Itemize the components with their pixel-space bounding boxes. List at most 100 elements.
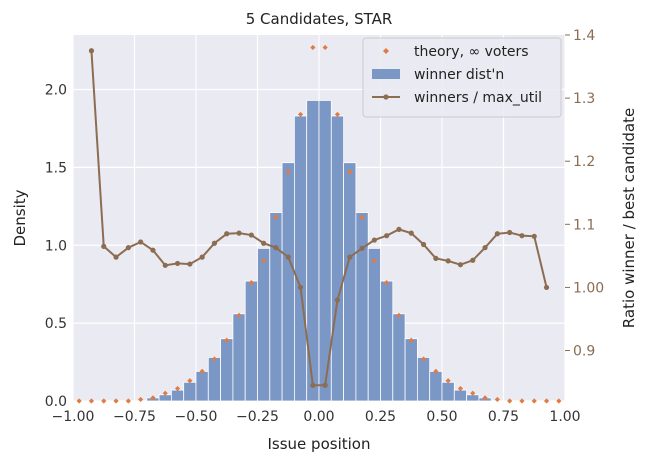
y2-axis-title: Ratio winner / best candidate [620, 108, 638, 328]
theory-point [445, 378, 451, 384]
theory-point [248, 280, 254, 286]
theory-point [150, 395, 156, 401]
theory-point [187, 378, 193, 384]
theory-point [162, 390, 168, 396]
theory-point [543, 398, 550, 404]
ratio-point [396, 226, 402, 232]
theory-point [519, 398, 525, 404]
theory-point [457, 385, 464, 392]
ratio-point [224, 231, 230, 237]
theory-point [88, 398, 95, 404]
histogram-bar [367, 247, 381, 402]
legend-label-ratio: winners / max_util [414, 90, 542, 106]
y2-tick-labels: 0.9 1.00 1.1 1.2 1.3 1.4 [565, 28, 604, 360]
histogram-bar [269, 212, 283, 402]
histogram-bar [257, 247, 271, 402]
y2-tick-label: 0.9 [573, 344, 595, 360]
histogram-bar [244, 280, 258, 402]
histogram-bar [220, 338, 234, 402]
ratio-point [322, 382, 328, 388]
ratio-point [445, 258, 451, 264]
theory-point [76, 398, 82, 404]
theory-point [236, 312, 242, 318]
histogram-bar [453, 389, 467, 402]
theory-point [310, 44, 316, 51]
theory-point [507, 398, 513, 404]
theory-point [408, 337, 414, 343]
theory-point [420, 356, 427, 362]
theory-point [359, 214, 365, 220]
theory-point [211, 356, 218, 362]
histogram-bar [281, 162, 295, 402]
x-tick-label: 0.00 [303, 409, 334, 425]
ratio-point [261, 240, 267, 246]
ratio-point [408, 230, 414, 236]
ratio-point [211, 240, 218, 246]
theory-point [273, 214, 279, 220]
ratio-point [174, 260, 181, 267]
legend-marker-bars [372, 69, 400, 79]
histogram-bar [207, 356, 222, 402]
ratio-point [199, 254, 205, 260]
theory-point [470, 390, 476, 396]
theory-point [224, 337, 230, 343]
theory-markers [76, 44, 562, 404]
ratio-point [285, 254, 291, 260]
ratio-point [543, 284, 550, 291]
ratio-point [531, 233, 537, 239]
ratio-point [433, 255, 439, 261]
y2-tick-label: 1.4 [573, 28, 595, 44]
theory-point [174, 385, 181, 392]
y2-tick-label: 1.00 [573, 280, 604, 296]
x-tick-labels: −1.00 −0.75 −0.50 −0.25 0.00 0.25 0.50 0.75 1.00 [52, 409, 581, 425]
histogram-bar [170, 389, 185, 402]
legend-marker-theory [383, 48, 389, 54]
histogram-bar [380, 280, 394, 402]
histogram-bar [195, 371, 209, 402]
ratio-point [347, 254, 353, 260]
theory-point [396, 312, 402, 318]
x-tick-label: 0.75 [488, 409, 519, 425]
ratio-point [482, 245, 488, 251]
ratio-point [138, 239, 144, 245]
theory-point [556, 398, 562, 404]
ratio-point [88, 48, 95, 54]
x-tick-label: −0.25 [236, 409, 279, 425]
histogram-bar [392, 313, 406, 402]
ratio-point [371, 237, 377, 243]
theory-point [482, 395, 488, 401]
theory-point [322, 44, 328, 51]
y-tick-label: 1.5 [45, 160, 67, 176]
y2-tick-label: 1.3 [573, 91, 595, 107]
chart-title: 5 Candidates, STAR [246, 10, 393, 28]
histogram-bar [330, 115, 344, 402]
y-tick-label: 1.0 [45, 238, 67, 254]
x-tick-label: −0.75 [113, 409, 156, 425]
histogram-bar [293, 115, 308, 402]
theory-point [347, 169, 353, 175]
theory-point [285, 169, 291, 175]
theory-point [384, 280, 390, 286]
y2-tick-label: 1.1 [573, 217, 595, 233]
theory-point [125, 398, 131, 404]
ratio-point [150, 247, 156, 253]
legend-label-bars: winner dist'n [414, 67, 504, 83]
histogram-bars [146, 100, 492, 402]
theory-point [433, 368, 439, 375]
ratio-point [470, 257, 476, 263]
x-tick-label: 0.25 [365, 409, 396, 425]
ratio-point [457, 262, 464, 268]
x-axis-title: Issue position [268, 435, 371, 453]
y2-tick-label: 1.2 [573, 154, 595, 170]
histogram-bar [343, 162, 357, 402]
ratio-point [248, 232, 254, 238]
ratio-point [519, 233, 525, 239]
ratio-point [125, 245, 131, 251]
ratio-line [88, 48, 550, 388]
legend-label-theory: theory, ∞ voters [414, 44, 529, 60]
histogram-bar [404, 338, 418, 402]
ratio-point [384, 233, 390, 239]
ratio-point [507, 229, 513, 236]
ratio-point [494, 231, 500, 237]
